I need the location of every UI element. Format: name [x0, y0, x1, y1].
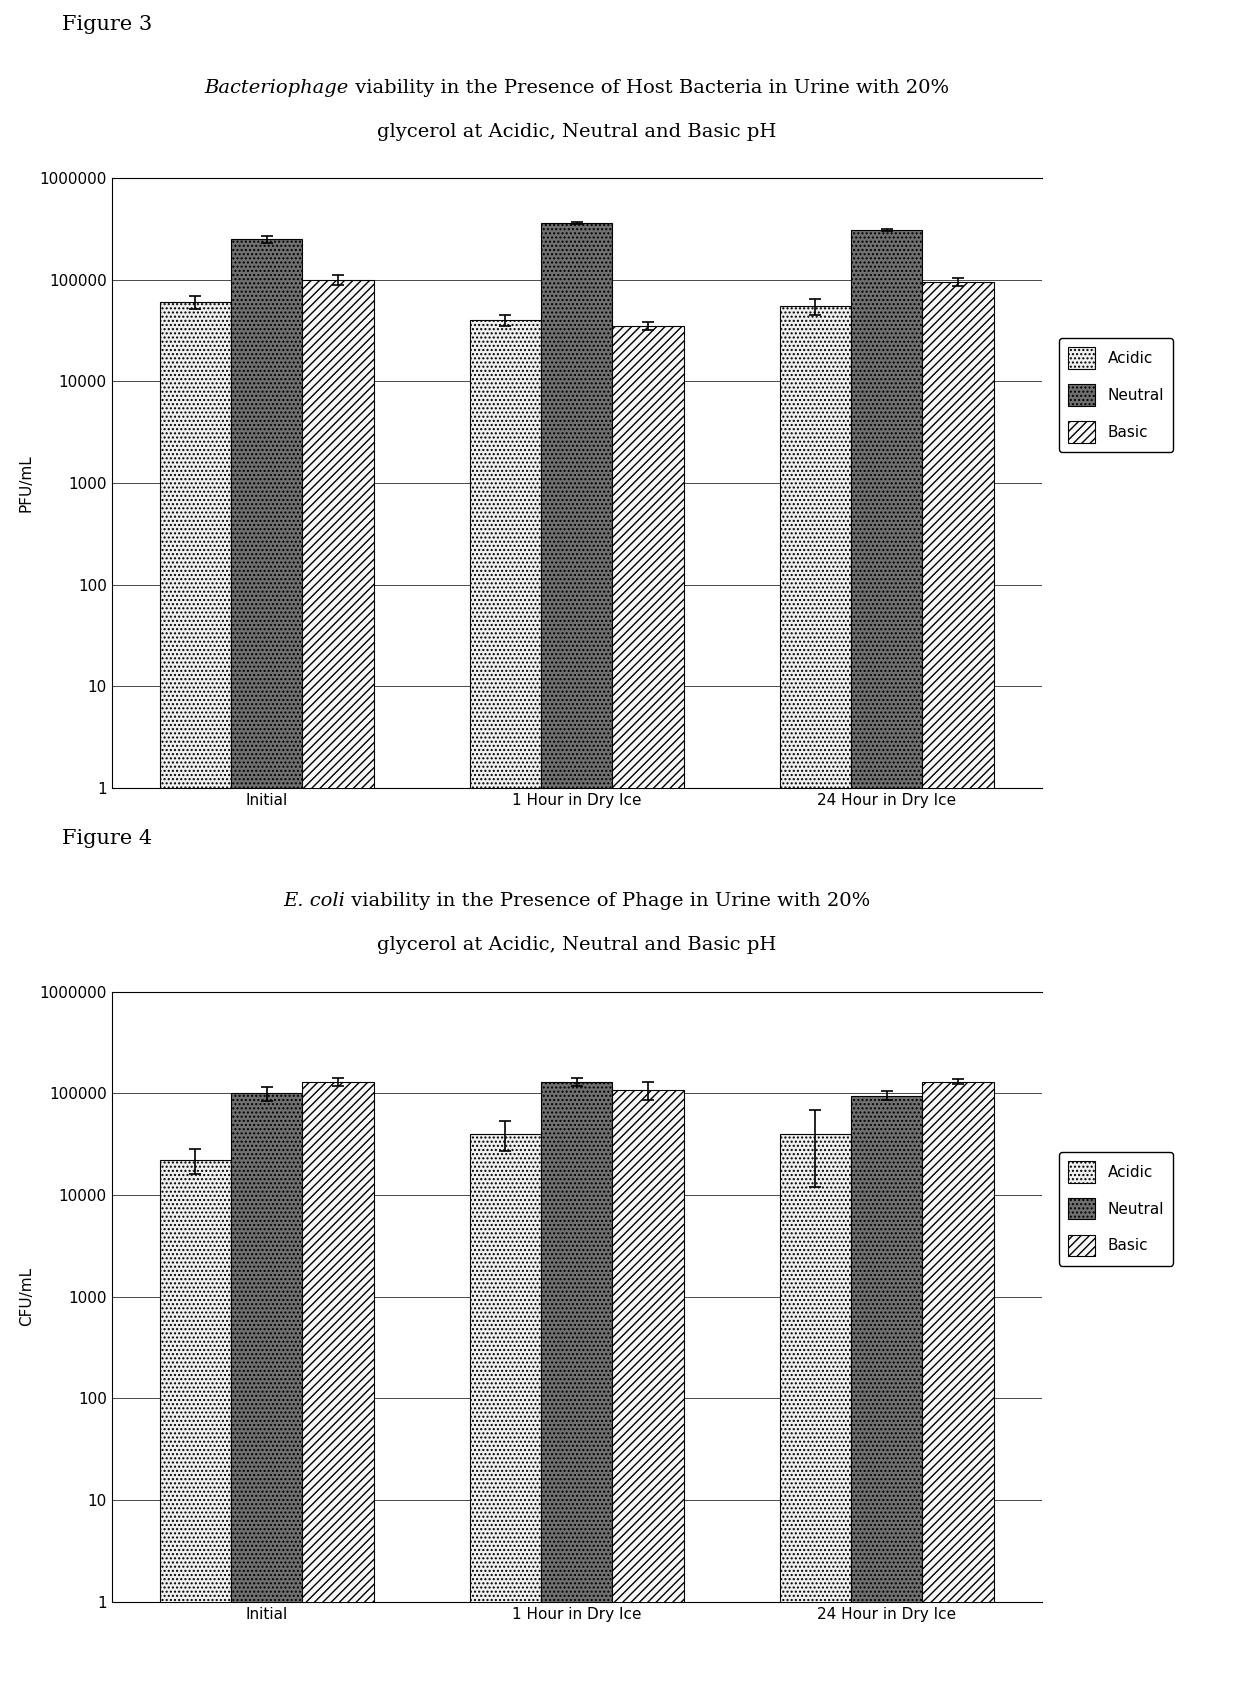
Bar — [541, 224, 613, 1695]
Bar — [160, 302, 231, 1695]
Text: Bacteriophage: Bacteriophage — [205, 78, 348, 97]
Text: E. coli: E. coli — [283, 892, 345, 910]
Text: viability in the Presence of Phage in Urine with 20%: viability in the Presence of Phage in Ur… — [345, 892, 870, 910]
Bar — [470, 1134, 541, 1695]
Bar — [231, 239, 303, 1695]
Bar — [613, 1090, 683, 1695]
Bar — [851, 1095, 923, 1695]
Bar — [923, 281, 993, 1695]
Bar — [231, 1093, 303, 1695]
Legend: Acidic, Neutral, Basic: Acidic, Neutral, Basic — [1059, 1153, 1173, 1266]
Text: glycerol at Acidic, Neutral and Basic pH: glycerol at Acidic, Neutral and Basic pH — [377, 122, 776, 141]
Y-axis label: PFU/mL: PFU/mL — [19, 454, 33, 512]
Bar — [780, 307, 851, 1695]
Legend: Acidic, Neutral, Basic: Acidic, Neutral, Basic — [1059, 339, 1173, 453]
Bar — [303, 280, 373, 1695]
Text: Figure 4: Figure 4 — [62, 829, 153, 848]
Bar — [851, 231, 923, 1695]
Bar — [541, 1081, 613, 1695]
Text: Figure 3: Figure 3 — [62, 15, 153, 34]
Y-axis label: CFU/mL: CFU/mL — [19, 1268, 33, 1325]
Bar — [613, 325, 683, 1695]
Text: glycerol at Acidic, Neutral and Basic pH: glycerol at Acidic, Neutral and Basic pH — [377, 936, 776, 954]
Bar — [160, 1159, 231, 1695]
Bar — [470, 320, 541, 1695]
Bar — [780, 1134, 851, 1695]
Bar — [923, 1081, 993, 1695]
Text: viability in the Presence of Host Bacteria in Urine with 20%: viability in the Presence of Host Bacter… — [348, 78, 949, 97]
Bar — [303, 1081, 373, 1695]
